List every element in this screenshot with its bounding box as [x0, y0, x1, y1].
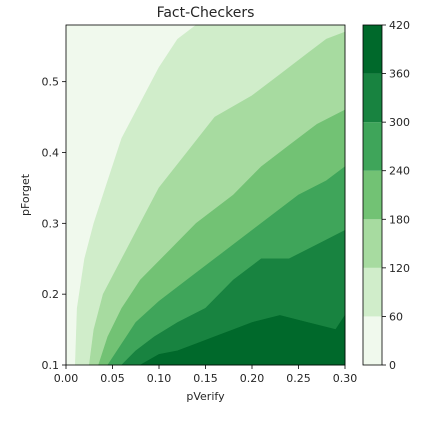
- colorbar-tick-label: 180: [389, 213, 410, 226]
- colorbar-tick-label: 240: [389, 165, 410, 178]
- y-tick-label: 0.5: [42, 76, 60, 89]
- y-tick-label: 0.1: [42, 359, 60, 372]
- x-axis-label: pVerify: [186, 390, 225, 403]
- colorbar-tick-label: 60: [389, 310, 403, 323]
- x-axis-ticks: 0.00 0.05 0.10 0.15 0.20 0.25 0.30: [54, 365, 358, 385]
- colorbar-ticks: 0 60 120 180 240 300 360 420: [382, 19, 410, 372]
- colorbar: [362, 24, 383, 366]
- colorbar-tick-label: 420: [389, 19, 410, 32]
- x-tick-label: 0.30: [333, 372, 358, 385]
- x-tick-label: 0.05: [100, 372, 125, 385]
- colorbar-band-360-420: [363, 25, 382, 74]
- colorbar-tick-label: 300: [389, 116, 410, 129]
- x-tick-label: 0.25: [286, 372, 311, 385]
- contour-fills: [74, 24, 346, 366]
- colorbar-frame: [362, 24, 383, 366]
- colorbar-band-180-240: [363, 170, 382, 220]
- x-tick-label: 0.00: [54, 372, 79, 385]
- colorbar-band-240-300: [363, 122, 382, 171]
- colorbar-band-120-180: [363, 219, 382, 268]
- x-tick-label: 0.20: [240, 372, 265, 385]
- y-axis-ticks: 0.1 0.2 0.3 0.4 0.5: [42, 76, 66, 372]
- colorbar-band-60-120: [363, 267, 382, 317]
- y-tick-label: 0.2: [42, 288, 60, 301]
- x-tick-label: 0.15: [193, 372, 218, 385]
- y-axis-label: pForget: [19, 173, 32, 216]
- colorbar-tick-label: 120: [389, 262, 410, 275]
- colorbar-band-0-60: [363, 316, 382, 365]
- colorbar-tick-label: 360: [389, 68, 410, 81]
- colorbar-tick-label: 0: [389, 359, 396, 372]
- chart-title: Fact-Checkers: [157, 5, 255, 21]
- x-tick-label: 0.10: [147, 372, 172, 385]
- colorbar-band-300-360: [363, 73, 382, 123]
- y-tick-label: 0.3: [42, 217, 60, 230]
- y-tick-label: 0.4: [42, 147, 60, 160]
